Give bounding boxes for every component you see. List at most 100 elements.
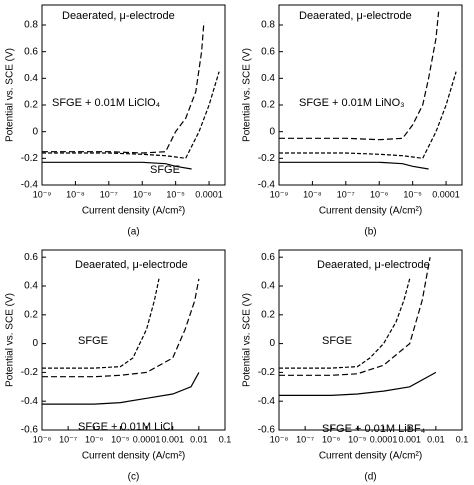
y-tick-label: -0.6 <box>258 425 276 436</box>
y-tick-label: 0 <box>32 126 38 137</box>
plot-frame <box>41 4 226 186</box>
y-tick-label: 0.6 <box>24 252 38 263</box>
curve <box>279 371 437 396</box>
panel-label: (d) <box>364 472 376 483</box>
y-tick-label: 0.4 <box>261 73 275 84</box>
x-tick-label: 10⁻⁸ <box>66 189 85 199</box>
x-axis-label: Current density (A/cm²) <box>319 206 422 217</box>
plot-frame <box>41 249 226 431</box>
annotation: SFGE + 0.01M LiNO₃ <box>299 97 405 109</box>
y-tick-label: 0.2 <box>24 309 38 320</box>
y-tick-label: 0.2 <box>24 100 38 111</box>
y-axis-label: Potential vs. SCE (V) <box>242 48 253 142</box>
y-axis-label: Potential vs. SCE (V) <box>5 48 16 142</box>
x-tick-label: 0.0001 <box>195 189 223 199</box>
x-tick-label: 10⁻⁶ <box>133 189 152 199</box>
y-tick-label: 0.4 <box>261 281 275 292</box>
curve <box>42 22 205 154</box>
y-axis-label: Potential vs. SCE (V) <box>5 293 16 387</box>
panel-label: (c) <box>128 472 140 483</box>
x-tick-label: 0.0001 <box>432 189 460 199</box>
curve <box>42 278 160 369</box>
x-tick-label: 10⁻⁸ <box>303 189 322 199</box>
x-tick-label: 10⁻⁵ <box>166 189 185 199</box>
annotation: SFGE + 0.01M LiCl <box>78 421 173 433</box>
x-tick-label: 10⁻⁷ <box>337 189 355 199</box>
y-tick-label: -0.6 <box>21 425 39 436</box>
y-tick-label: 0 <box>32 338 38 349</box>
panel: 10⁻⁸ 10⁻⁷ 10⁻⁶ 10⁻⁵ 0.0001 0.001 0.01 0.1 -0.6 -0… <box>5 249 232 483</box>
y-tick-label: 0.6 <box>261 46 275 57</box>
curve <box>42 161 192 170</box>
annotation: Deaerated, μ-electrode <box>62 10 175 22</box>
plot-frame <box>278 249 463 431</box>
y-tick-label: 0.4 <box>24 73 38 84</box>
curve <box>42 278 200 378</box>
x-tick-label: 0.001 <box>161 434 184 444</box>
plot-frame <box>278 4 463 186</box>
curve <box>279 278 411 369</box>
y-tick-label: -0.4 <box>21 396 39 407</box>
x-tick-label: 10⁻⁸ <box>270 434 289 444</box>
x-tick-label: 10⁻⁷ <box>100 189 118 199</box>
y-tick-label: -0.4 <box>21 180 39 191</box>
panel-label: (a) <box>127 227 139 238</box>
y-tick-label: 0.2 <box>261 100 275 111</box>
curve <box>42 372 200 405</box>
x-axis-label: Current density (A/cm²) <box>82 451 185 462</box>
x-tick-label: 0.0001 <box>133 434 161 444</box>
x-tick-label: 0.001 <box>398 434 421 444</box>
annotation: SFGE <box>322 335 352 347</box>
curve <box>279 71 457 159</box>
x-tick-label: 0.01 <box>427 434 445 444</box>
x-tick-label: 10⁻⁵ <box>111 434 130 444</box>
x-tick-label: 0.0001 <box>370 434 398 444</box>
annotation: SFGE + 0.01M LiBF₄ <box>322 423 426 435</box>
panel: 10⁻⁹ 10⁻⁸ 10⁻⁷ 10⁻⁶ 10⁻⁵ 0.0001 -0.4 -0.2 0 0.2 0.… <box>5 4 226 238</box>
y-tick-label: -0.2 <box>21 153 39 164</box>
y-tick-label: 0.6 <box>24 46 38 57</box>
x-tick-label: 0.01 <box>190 434 208 444</box>
panel: 10⁻⁹ 10⁻⁸ 10⁻⁷ 10⁻⁶ 10⁻⁵ 0.0001 -0.4 -0.2 0 0.2 0.… <box>242 4 463 238</box>
annotation: Deaerated, μ-electrode <box>299 10 412 22</box>
x-tick-label: 10⁻⁶ <box>322 434 341 444</box>
annotation: SFGE <box>78 335 108 347</box>
x-tick-label: 0.1 <box>456 434 469 444</box>
y-tick-label: -0.4 <box>258 180 276 191</box>
x-tick-label: 10⁻⁵ <box>348 434 367 444</box>
y-axis-label: Potential vs. SCE (V) <box>242 293 253 387</box>
panel-label: (b) <box>364 227 376 238</box>
x-tick-label: 10⁻⁵ <box>403 189 422 199</box>
x-tick-label: 10⁻⁷ <box>296 434 314 444</box>
y-tick-label: 0.8 <box>261 20 275 31</box>
y-tick-label: -0.2 <box>258 153 276 164</box>
annotation: Deaerated, μ-electrode <box>317 259 430 271</box>
annotation: SFGE + 0.01M LiClO₄ <box>52 97 161 109</box>
panel: 10⁻⁸ 10⁻⁷ 10⁻⁶ 10⁻⁵ 0.0001 0.001 0.01 0.1 -0.6 -0… <box>242 249 469 483</box>
annotation: SFGE <box>150 164 180 176</box>
y-tick-label: 0 <box>269 338 275 349</box>
x-tick-label: 10⁻⁹ <box>33 189 52 199</box>
y-tick-label: 0.4 <box>24 281 38 292</box>
curve <box>42 71 220 159</box>
annotation: Deaerated, μ-electrode <box>75 259 188 271</box>
y-tick-label: -0.2 <box>21 367 39 378</box>
curve <box>279 161 429 170</box>
x-axis-label: Current density (A/cm²) <box>319 451 422 462</box>
y-tick-label: 0.2 <box>261 309 275 320</box>
y-tick-label: -0.4 <box>258 396 276 407</box>
x-tick-label: 10⁻⁹ <box>270 189 289 199</box>
curve <box>279 11 440 141</box>
x-tick-label: 0.1 <box>219 434 232 444</box>
x-tick-label: 10⁻⁷ <box>59 434 77 444</box>
x-axis-label: Current density (A/cm²) <box>82 206 185 217</box>
y-tick-label: 0.8 <box>24 20 38 31</box>
y-tick-label: 0.6 <box>261 252 275 263</box>
y-tick-label: 0 <box>269 126 275 137</box>
curve <box>279 257 431 376</box>
y-tick-label: -0.2 <box>258 367 276 378</box>
x-tick-label: 10⁻⁶ <box>370 189 389 199</box>
x-tick-label: 10⁻⁶ <box>85 434 104 444</box>
x-tick-label: 10⁻⁸ <box>33 434 52 444</box>
